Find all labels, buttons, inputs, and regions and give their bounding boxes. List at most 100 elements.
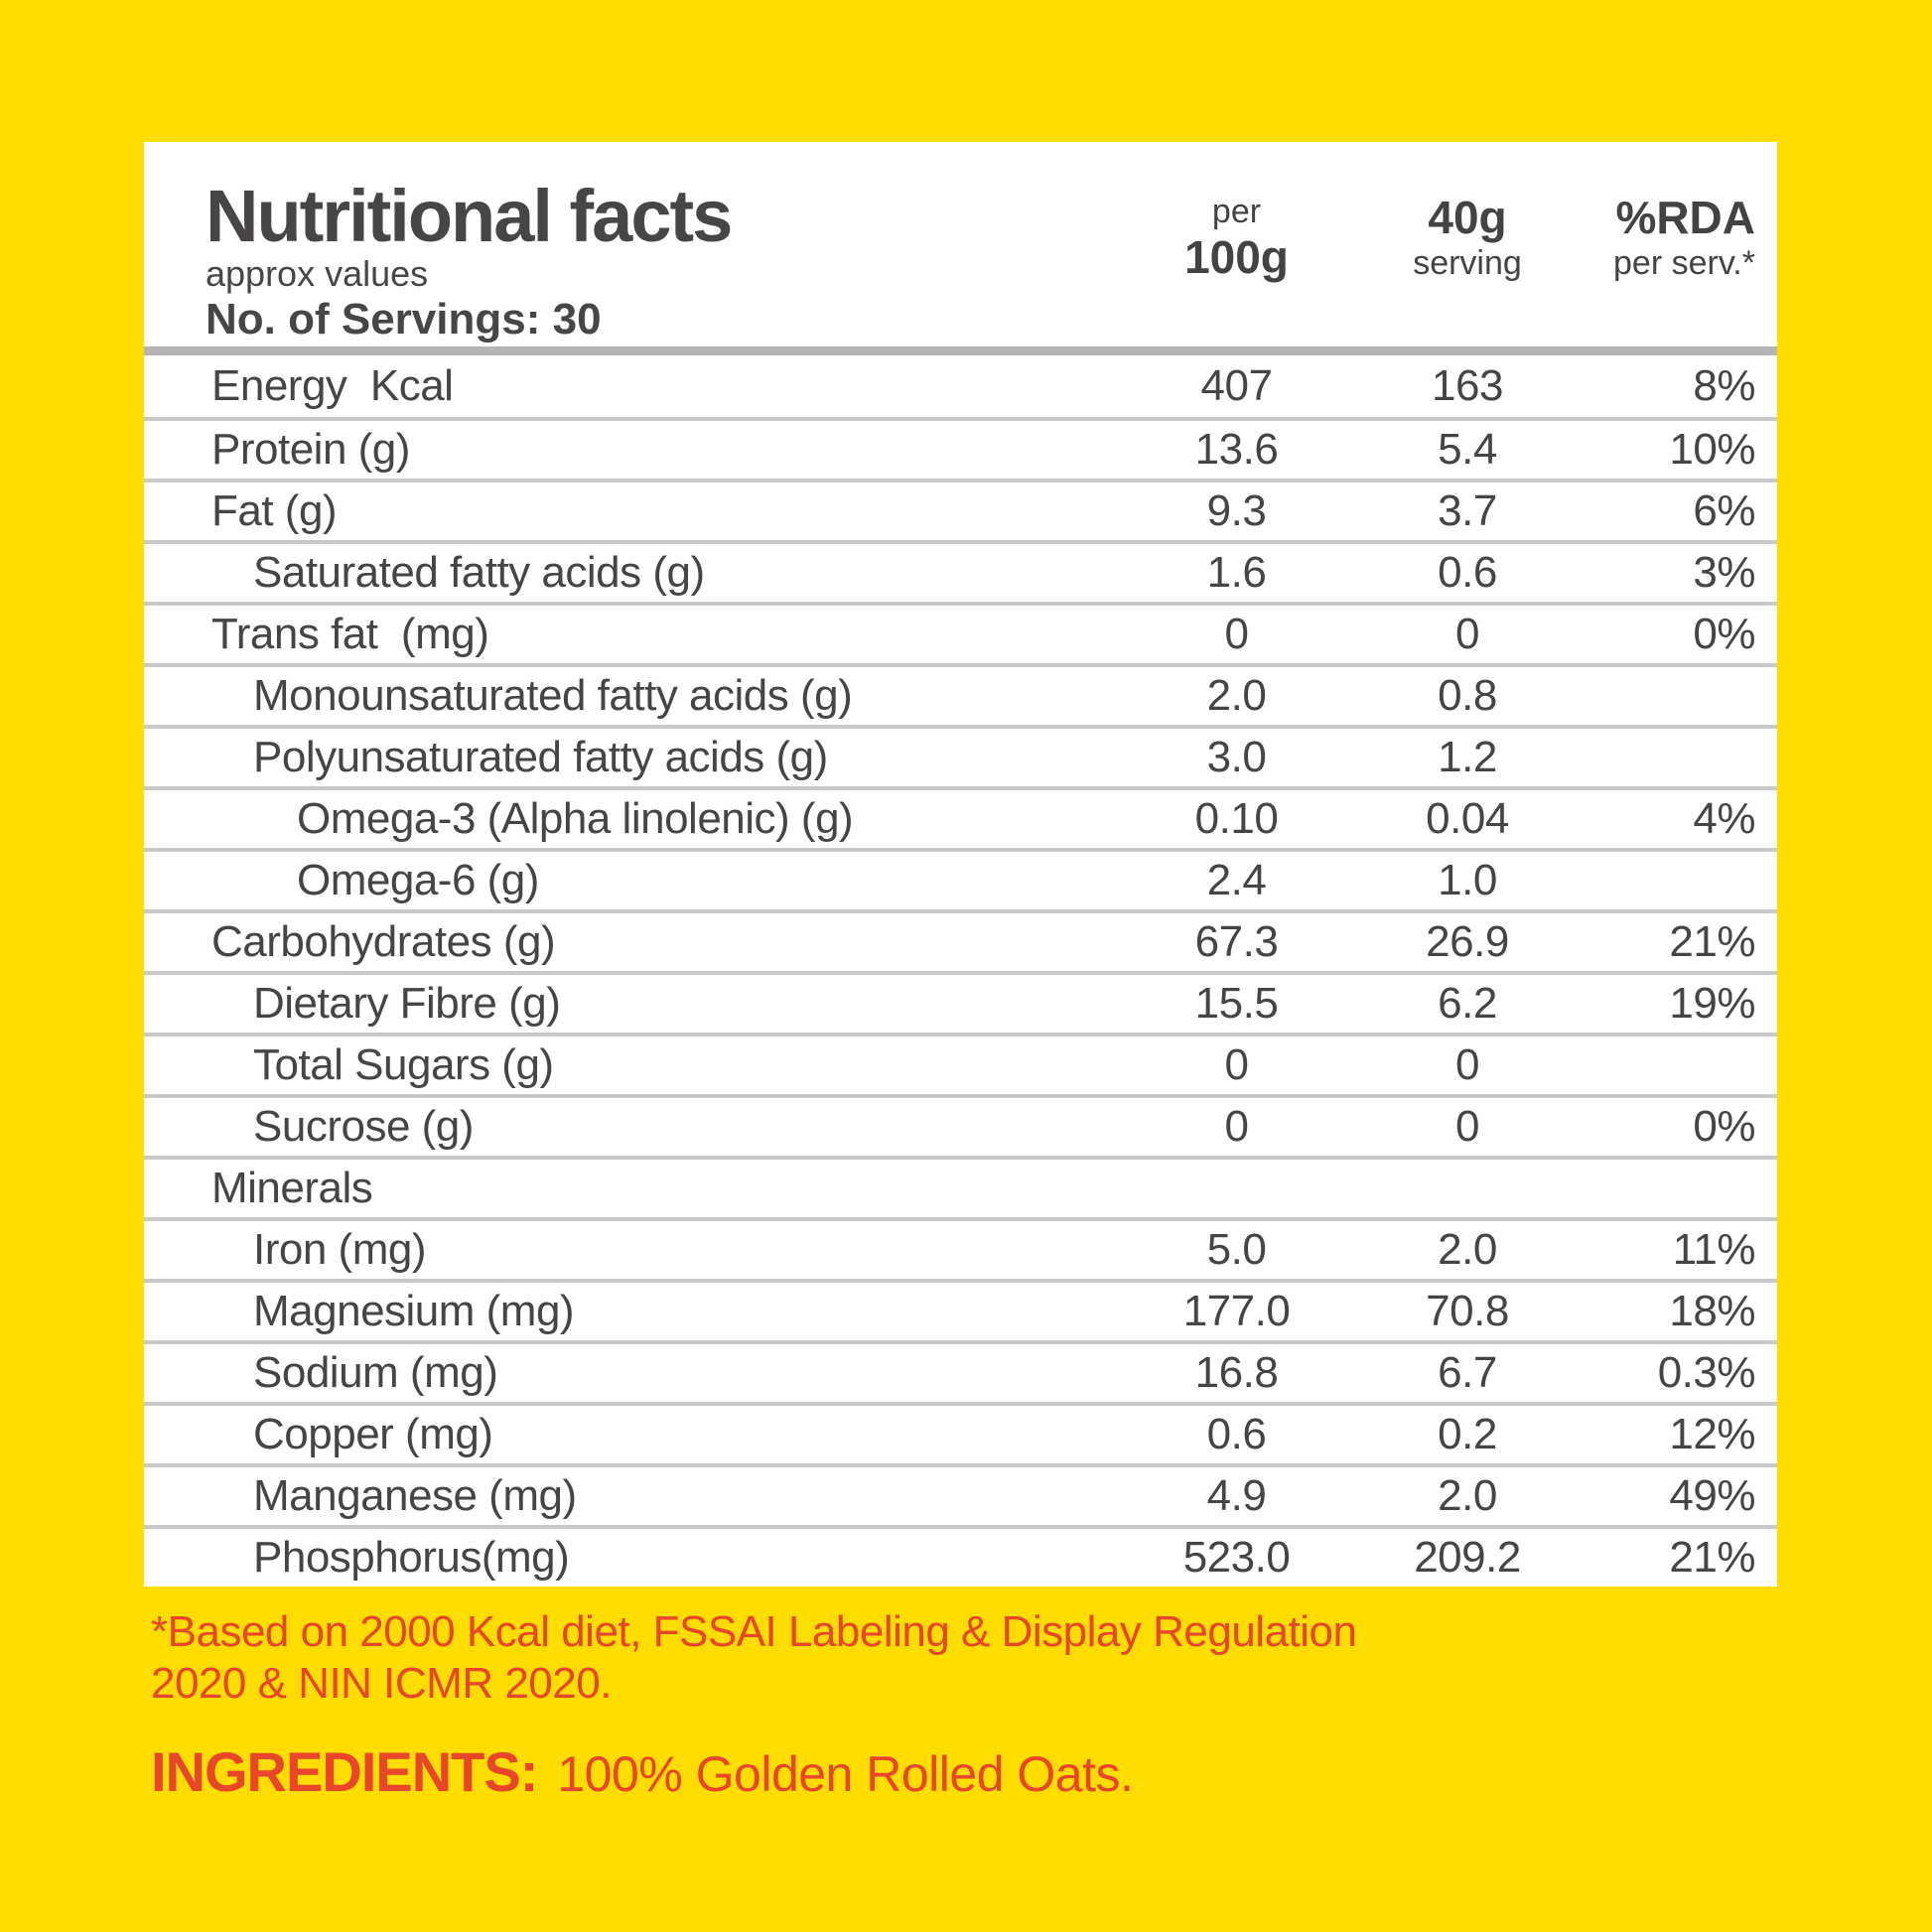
row-value-rda: 0%	[1693, 610, 1755, 658]
row-value-per100g: 177.0	[1182, 1287, 1291, 1335]
row-value-serving: 6.2	[1438, 979, 1497, 1028]
row-label: Total Sugars (g)	[253, 1040, 554, 1089]
row-value-rda: 19%	[1669, 979, 1755, 1028]
table-row: Saturated fatty acids (g) 1.6 0.6 3%	[144, 540, 1777, 602]
table-row: Fat (g) 9.3 3.7 6%	[144, 479, 1777, 540]
row-value-rda: 21%	[1669, 917, 1755, 966]
row-label: Minerals	[211, 1164, 373, 1212]
row-value-rda: 6%	[1693, 486, 1755, 535]
rda-footnote: *Based on 2000 Kcal diet, FSSAI Labeling…	[151, 1606, 1357, 1710]
row-value-per100g: 1.6	[1206, 548, 1267, 597]
row-label: Monounsaturated fatty acids (g)	[253, 671, 853, 720]
nutrition-facts-card: Nutritional facts approx values No. of S…	[144, 142, 1777, 1587]
row-label: Dietary Fibre (g)	[253, 979, 561, 1028]
row-value-per100g: 4.9	[1206, 1471, 1267, 1520]
row-value-rda: 0.3%	[1657, 1348, 1756, 1397]
rda-footnote-line2: 2020 & NIN ICMR 2020.	[151, 1659, 612, 1708]
row-value-serving: 209.2	[1414, 1533, 1521, 1582]
table-row: Manganese (mg) 4.9 2.0 49%	[144, 1463, 1777, 1525]
row-value-per100g: 523.0	[1182, 1533, 1291, 1582]
row-value-rda: 11%	[1672, 1225, 1756, 1274]
row-value-serving: 0.6	[1438, 548, 1497, 597]
rda-footnote-line1: *Based on 2000 Kcal diet, FSSAI Labeling…	[151, 1607, 1357, 1656]
row-value-serving: 26.9	[1426, 917, 1509, 966]
row-value-per100g: 0	[1224, 1040, 1249, 1089]
table-row: Sucrose (g) 0 0 0%	[144, 1094, 1777, 1156]
row-value-serving: 1.0	[1438, 856, 1497, 904]
row-label: Trans fat (mg)	[211, 610, 489, 658]
row-value-per100g: 3.0	[1206, 733, 1267, 781]
row-value-rda: 10%	[1669, 425, 1755, 474]
row-label: Iron (mg)	[253, 1225, 426, 1274]
row-value-serving: 0	[1455, 610, 1479, 658]
row-label: Energy Kcal	[211, 361, 454, 410]
row-label: Sucrose (g)	[253, 1102, 474, 1151]
row-value-rda: 12%	[1669, 1410, 1755, 1458]
row-value-per100g: 0.6	[1206, 1410, 1267, 1458]
column-header-line: per serv.*	[1613, 244, 1755, 282]
row-value-per100g: 5.0	[1206, 1225, 1267, 1274]
row-value-serving: 1.2	[1438, 733, 1497, 781]
column-header-per-100g: per 100g	[1130, 192, 1343, 346]
table-row: Minerals	[144, 1156, 1777, 1217]
nutrition-table: Energy Kcal 407 163 8% Protein (g) 13.6 …	[144, 355, 1777, 1587]
row-value-serving: 0	[1455, 1102, 1479, 1151]
row-label: Carbohydrates (g)	[211, 917, 556, 966]
row-value-rda: 21%	[1669, 1533, 1755, 1582]
row-label: Saturated fatty acids (g)	[253, 548, 705, 597]
row-label: Omega-6 (g)	[297, 856, 539, 904]
column-header-line: %RDA	[1615, 192, 1755, 243]
row-value-rda: 0%	[1693, 1102, 1755, 1151]
row-value-serving: 70.8	[1426, 1287, 1509, 1335]
row-value-serving: 5.4	[1438, 425, 1497, 474]
row-value-per100g: 0.10	[1194, 794, 1279, 843]
column-header-line: per	[1211, 193, 1262, 230]
row-label: Protein (g)	[211, 425, 410, 474]
ingredients-label: INGREDIENTS:	[151, 1740, 538, 1803]
table-row: Energy Kcal 407 163 8%	[144, 355, 1777, 417]
header-divider-bar	[144, 346, 1777, 355]
table-row: Protein (g) 13.6 5.4 10%	[144, 417, 1777, 479]
table-row: Copper (mg) 0.6 0.2 12%	[144, 1402, 1777, 1463]
row-value-per100g: 9.3	[1206, 486, 1267, 535]
row-value-serving: 6.7	[1438, 1348, 1497, 1397]
ingredients-line: INGREDIENTS: 100% Golden Rolled Oats.	[151, 1739, 1134, 1804]
row-value-rda: 18%	[1669, 1287, 1755, 1335]
row-value-serving: 0	[1455, 1040, 1479, 1089]
row-label: Magnesium (mg)	[253, 1287, 575, 1335]
table-row: Monounsaturated fatty acids (g) 2.0 0.8	[144, 663, 1777, 725]
table-row: Dietary Fibre (g) 15.5 6.2 19%	[144, 971, 1777, 1033]
row-value-serving: 0.04	[1426, 794, 1509, 843]
row-value-per100g: 16.8	[1194, 1348, 1279, 1397]
row-label: Omega-3 (Alpha linolenic) (g)	[297, 794, 854, 843]
row-value-per100g: 13.6	[1194, 425, 1279, 474]
row-value-per100g: 407	[1200, 361, 1273, 410]
row-label: Manganese (mg)	[253, 1471, 577, 1520]
table-row: Polyunsaturated fatty acids (g) 3.0 1.2	[144, 725, 1777, 786]
table-row: Total Sugars (g) 0 0	[144, 1033, 1777, 1094]
servings-count: No. of Servings: 30	[206, 295, 602, 345]
row-value-per100g: 0	[1224, 1102, 1249, 1151]
table-row: Sodium (mg) 16.8 6.7 0.3%	[144, 1340, 1777, 1402]
row-value-per100g: 15.5	[1194, 979, 1279, 1028]
table-row: Magnesium (mg) 177.0 70.8 18%	[144, 1279, 1777, 1340]
row-value-serving: 163	[1432, 361, 1503, 410]
title-block: Nutritional facts approx values No. of S…	[144, 142, 1130, 346]
row-label: Copper (mg)	[253, 1410, 493, 1458]
ingredients-text: 100% Golden Rolled Oats.	[557, 1746, 1134, 1802]
approx-values-note: approx values	[206, 253, 429, 294]
table-row: Iron (mg) 5.0 2.0 11%	[144, 1217, 1777, 1279]
row-value-serving: 3.7	[1438, 486, 1497, 535]
row-label: Sodium (mg)	[253, 1348, 498, 1397]
row-value-rda: 4%	[1693, 794, 1755, 843]
row-value-serving: 0.2	[1438, 1410, 1497, 1458]
row-value-per100g: 67.3	[1194, 917, 1279, 966]
column-header-line: 40g	[1428, 192, 1507, 243]
row-label: Polyunsaturated fatty acids (g)	[253, 733, 828, 781]
page-title: Nutritional facts	[206, 175, 733, 257]
row-value-serving: 2.0	[1438, 1471, 1497, 1520]
column-header-line: serving	[1413, 244, 1522, 282]
row-value-rda: 49%	[1669, 1471, 1755, 1520]
row-value-rda: 3%	[1693, 548, 1755, 597]
